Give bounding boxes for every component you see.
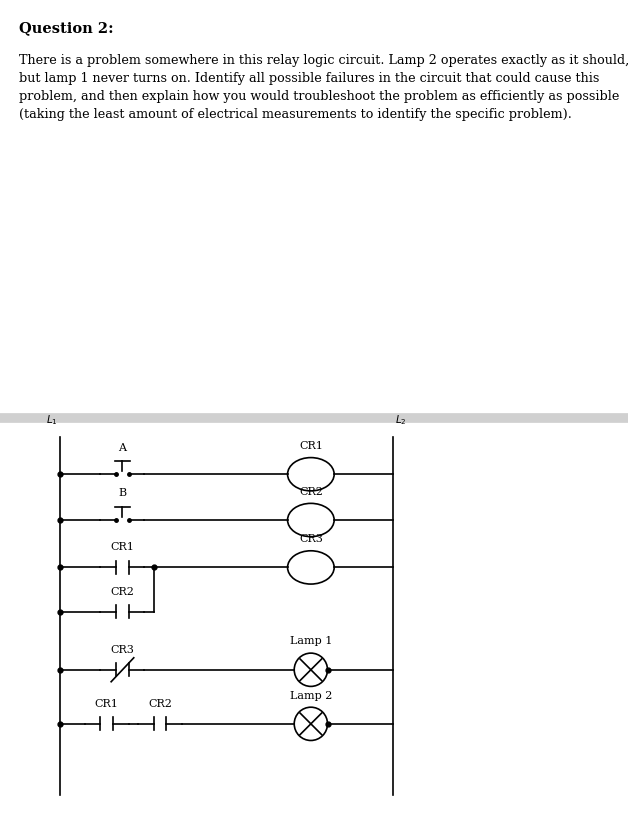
Text: Lamp 2: Lamp 2: [290, 691, 332, 701]
Text: B: B: [119, 488, 126, 498]
Text: CR2: CR2: [111, 587, 134, 597]
Text: CR1: CR1: [95, 699, 119, 709]
Text: CR2: CR2: [299, 487, 323, 497]
Text: CR1: CR1: [111, 542, 134, 552]
Text: There is a problem somewhere in this relay logic circuit. Lamp 2 operates exactl: There is a problem somewhere in this rel…: [19, 54, 628, 121]
Text: $\mathit{L}_1$: $\mathit{L}_1$: [46, 413, 57, 427]
Text: $\mathit{L}_2$: $\mathit{L}_2$: [395, 413, 406, 427]
Text: CR2: CR2: [148, 699, 172, 709]
Text: Question 2:: Question 2:: [19, 21, 114, 35]
Text: CR3: CR3: [111, 645, 134, 655]
Text: CR1: CR1: [299, 441, 323, 451]
Text: Lamp 1: Lamp 1: [290, 636, 332, 646]
Text: CR3: CR3: [299, 534, 323, 544]
Text: A: A: [119, 443, 126, 453]
